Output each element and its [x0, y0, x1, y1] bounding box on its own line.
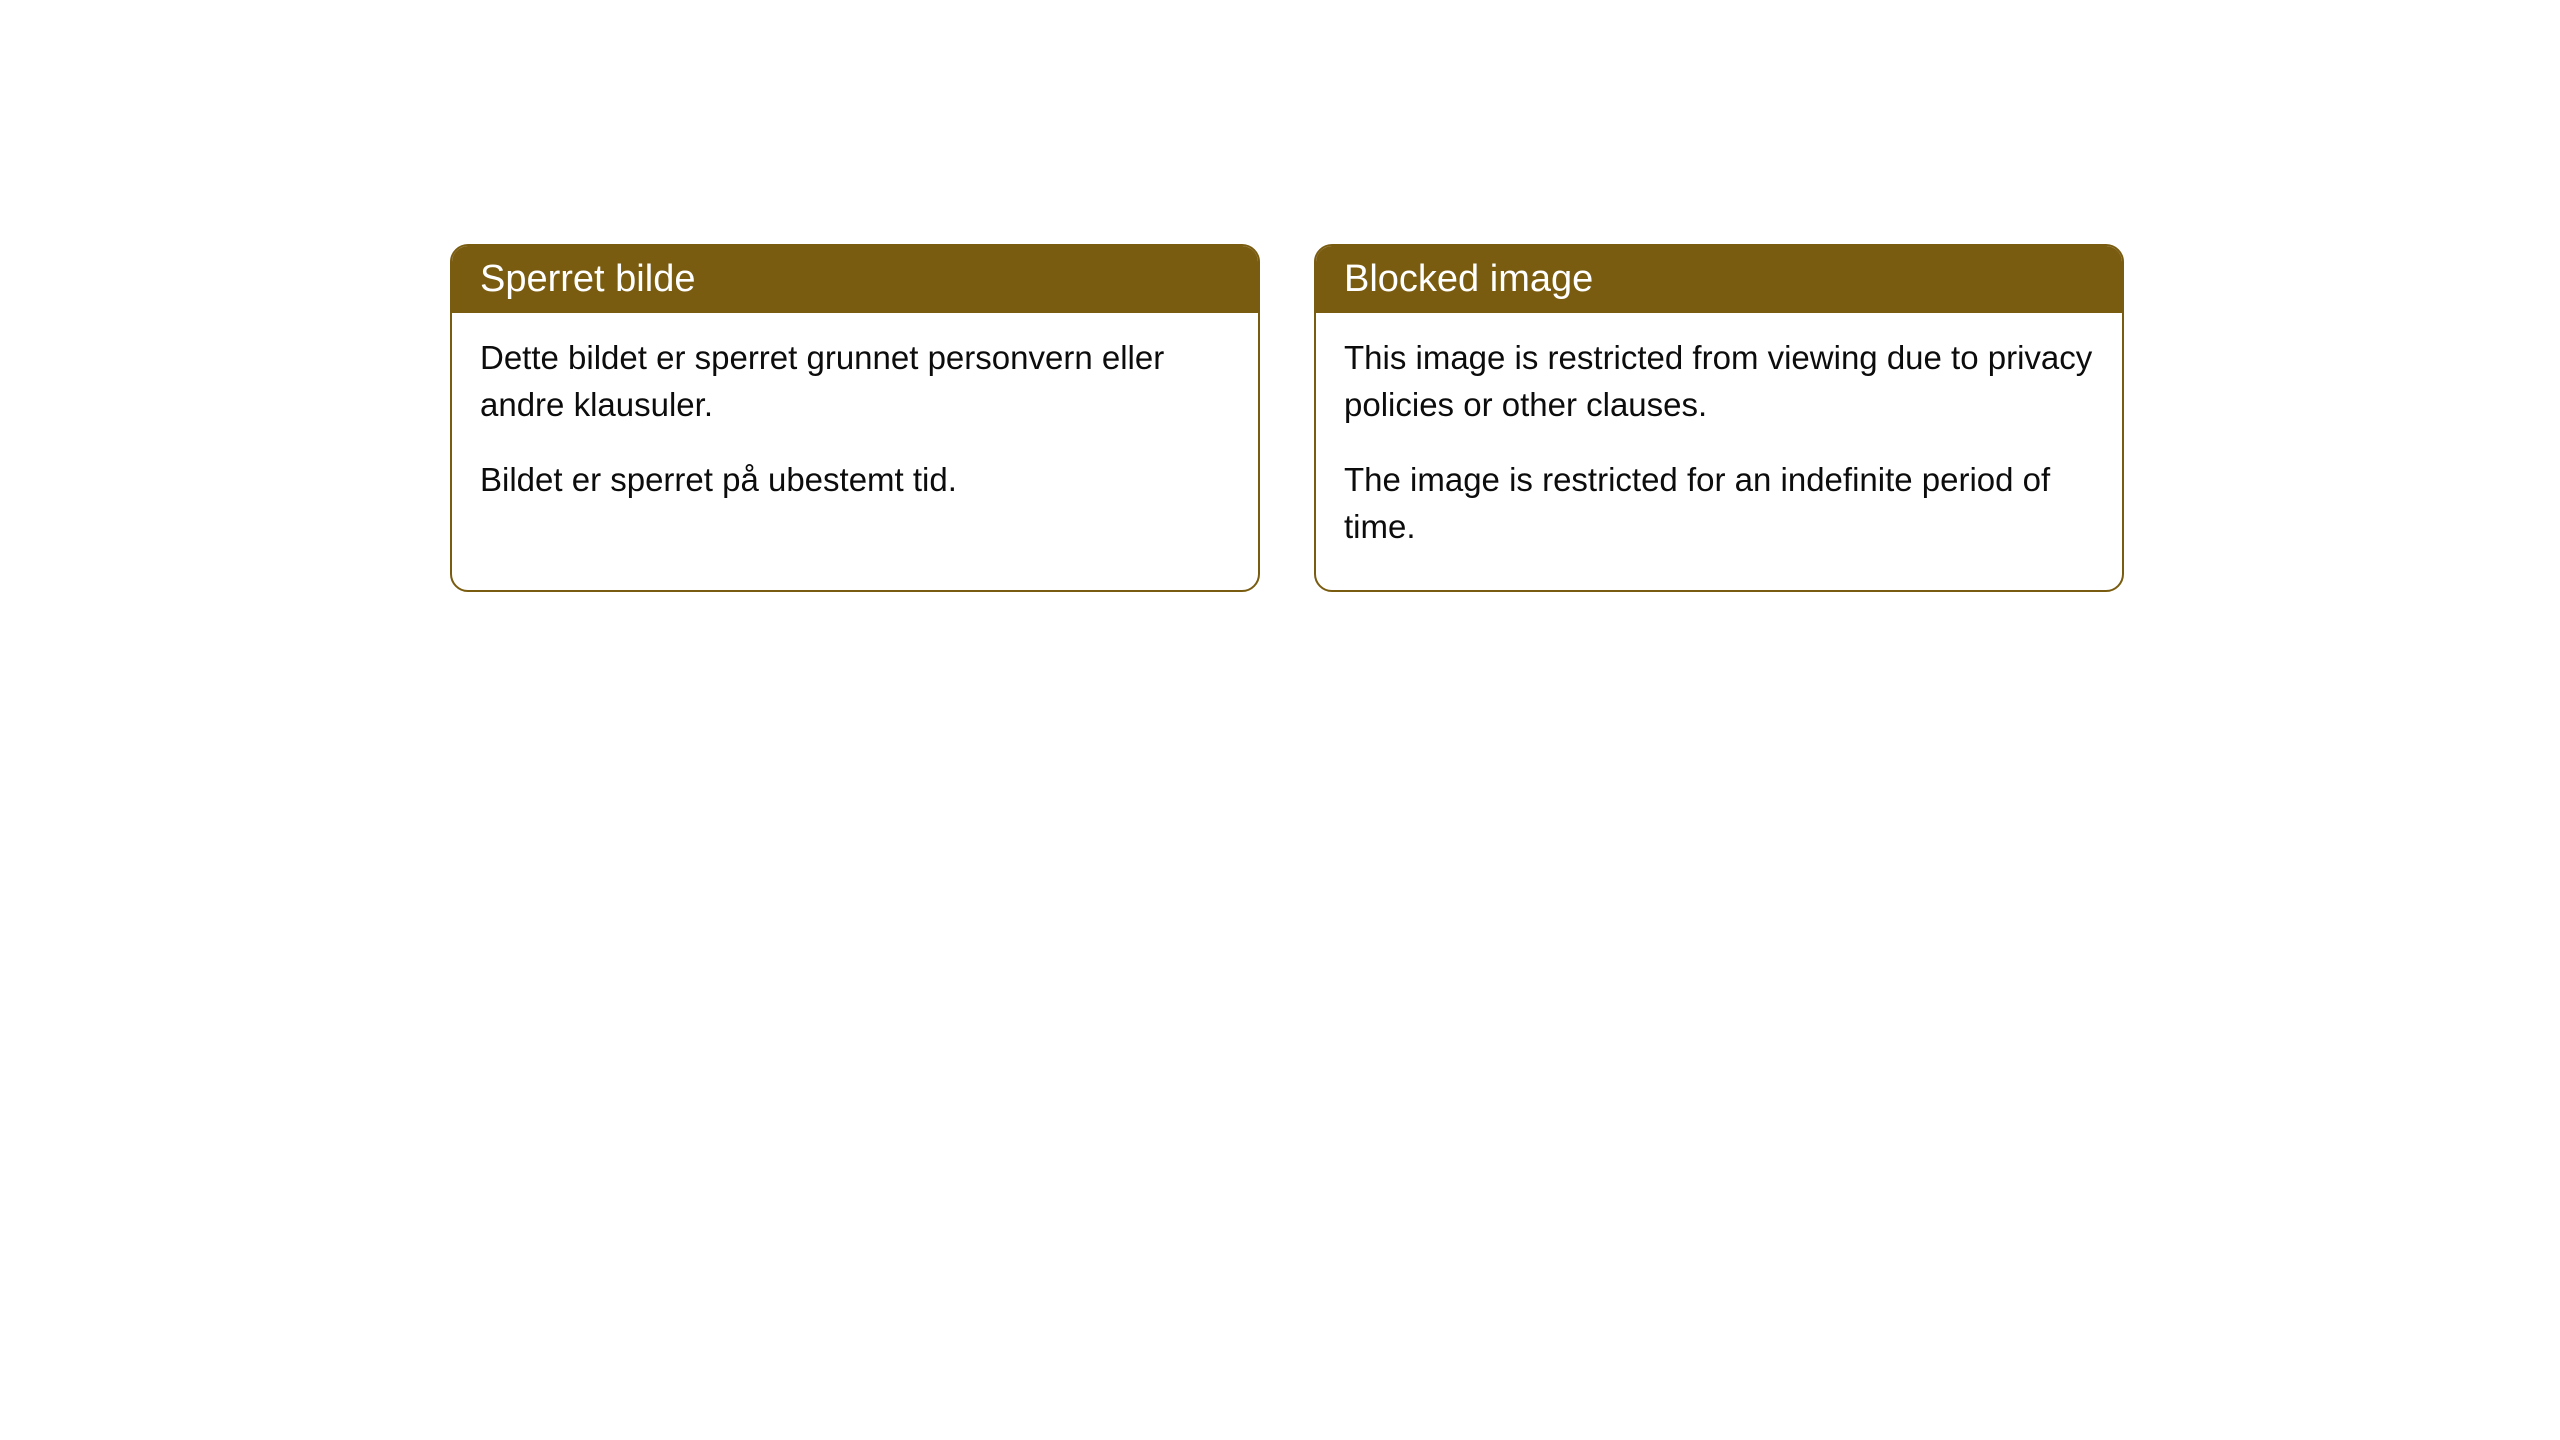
notice-title: Sperret bilde [480, 258, 695, 300]
notice-paragraph: The image is restricted for an indefinit… [1344, 457, 2094, 551]
notice-header-english: Blocked image [1316, 246, 2122, 313]
notice-paragraph: This image is restricted from viewing du… [1344, 335, 2094, 429]
notice-header-norwegian: Sperret bilde [452, 246, 1258, 313]
notice-card-english: Blocked image This image is restricted f… [1314, 244, 2124, 592]
notice-body-english: This image is restricted from viewing du… [1316, 313, 2122, 590]
notice-card-norwegian: Sperret bilde Dette bildet er sperret gr… [450, 244, 1260, 592]
notice-paragraph: Dette bildet er sperret grunnet personve… [480, 335, 1230, 429]
notice-body-norwegian: Dette bildet er sperret grunnet personve… [452, 313, 1258, 544]
notice-paragraph: Bildet er sperret på ubestemt tid. [480, 457, 1230, 504]
notice-cards-container: Sperret bilde Dette bildet er sperret gr… [450, 244, 2124, 592]
notice-title: Blocked image [1344, 258, 1593, 300]
